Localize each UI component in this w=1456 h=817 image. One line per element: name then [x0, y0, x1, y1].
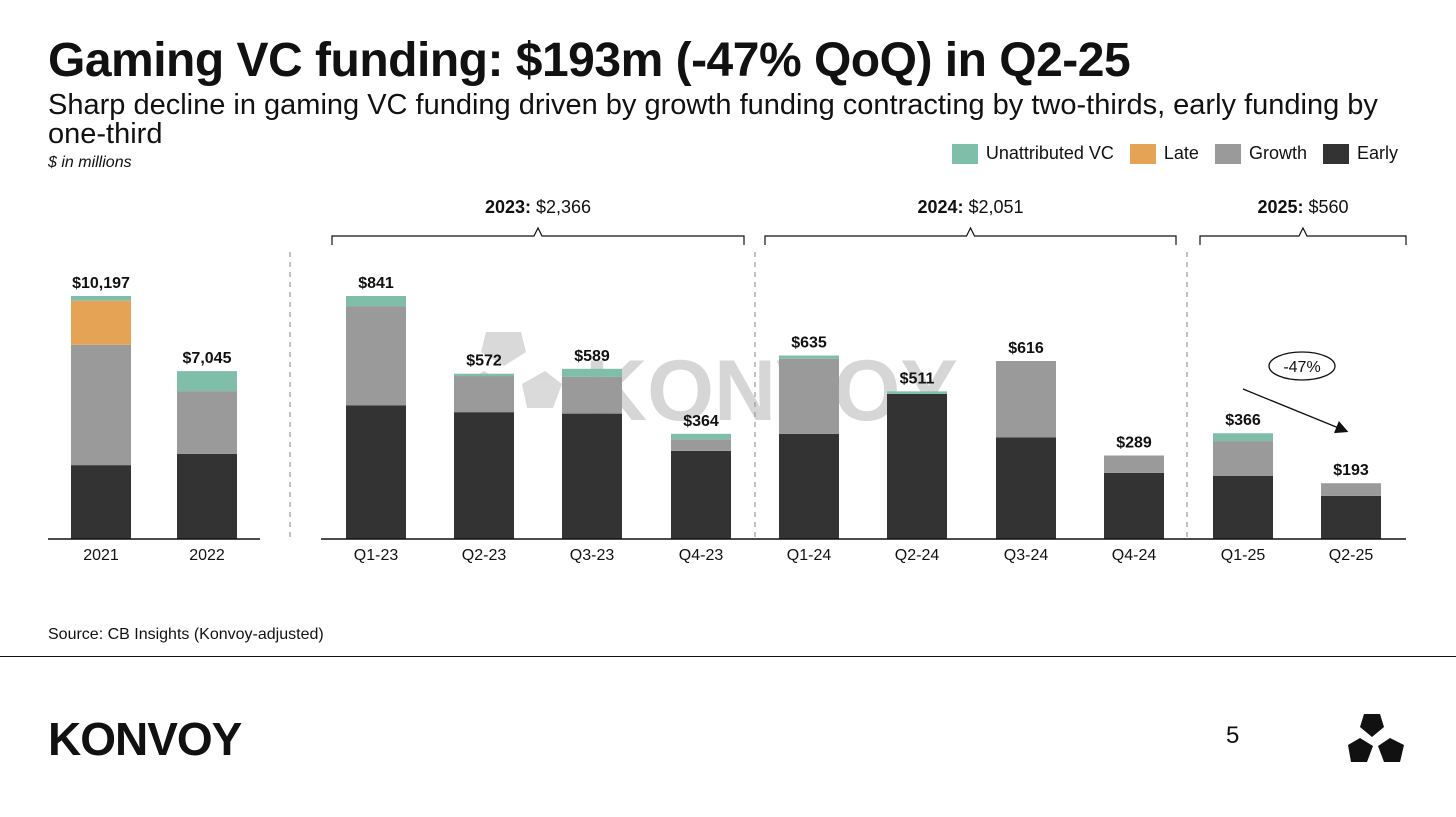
data-label-2021: $10,197 — [72, 275, 130, 292]
legend-item-early: Early — [1322, 143, 1398, 164]
bar-segment-late-2021 — [71, 300, 131, 345]
legend-swatch-growth — [1214, 143, 1241, 164]
bar-segment-early-q4-23 — [671, 450, 731, 539]
data-label-q2-23: $572 — [466, 353, 502, 370]
bar-segment-growth-q3-24 — [996, 361, 1056, 438]
footer-divider — [0, 656, 1456, 657]
legend-item-unattributed: Unattributed VC — [951, 143, 1114, 164]
legend-swatch-early — [1322, 143, 1349, 164]
bar-segment-unattributed-vc-q1-24 — [779, 355, 839, 359]
year-label-total: $2,051 — [968, 197, 1023, 217]
bar-segment-growth-q1-23 — [346, 306, 406, 406]
bar-segment-early-q1-23 — [346, 405, 406, 539]
legend-swatch-late — [1129, 143, 1156, 164]
bar-segment-unattributed-vc-q1-25 — [1213, 433, 1273, 442]
funding-chart: KONVOY $10,197 2021 $7,045 2022 $841 Q1-23 $57… — [48, 197, 1407, 564]
year-label-2024-: 2024: $2,051 — [917, 197, 1023, 217]
data-label-q2-24: $511 — [900, 370, 935, 387]
page-title: Gaming VC funding: $193m (-47% QoQ) in Q… — [48, 34, 1131, 87]
konvoy-logo-mark-icon — [1348, 714, 1404, 762]
units-note: $ in millions — [48, 154, 132, 171]
x-tick-q1-24: Q1-24 — [787, 547, 832, 564]
bar-segment-growth-q3-23 — [562, 376, 622, 414]
bar-segment-early-q2-24 — [887, 393, 947, 539]
data-label-q3-24: $616 — [1008, 340, 1044, 357]
x-tick-q3-23: Q3-23 — [570, 547, 615, 564]
year-label-total: $560 — [1309, 197, 1349, 217]
source-note: Source: CB Insights (Konvoy-adjusted) — [48, 626, 324, 643]
bar-segment-early-q3-24 — [996, 437, 1056, 539]
bar-segment-early-q1-25 — [1213, 476, 1273, 539]
bar-segment-growth-q1-25 — [1213, 441, 1273, 477]
legend-label-unattributed: Unattributed VC — [985, 143, 1114, 163]
year-bracket-2023- — [331, 226, 745, 245]
year-bracket-2025- — [1199, 226, 1407, 245]
x-tick-2022: 2022 — [189, 547, 225, 564]
chart-legend: Unattributed VC Late Growth Early — [951, 143, 1398, 164]
change-annotation-bubble — [1268, 351, 1336, 381]
x-tick-q4-23: Q4-23 — [679, 547, 724, 564]
bar-segment-early-q2-23 — [454, 412, 514, 539]
x-tick-q2-23: Q2-23 — [462, 547, 507, 564]
year-label-2023-: 2023: $2,366 — [485, 197, 591, 217]
legend-item-growth: Growth — [1214, 143, 1307, 164]
data-label-q1-24: $635 — [791, 335, 827, 352]
bar-segment-growth-q4-23 — [671, 439, 731, 451]
bar-segment-unattributed-vc-q3-23 — [562, 368, 622, 377]
bar-segment-early-2022 — [177, 453, 237, 539]
year-label-year: 2025: — [1257, 197, 1308, 217]
x-tick-2021: 2021 — [83, 547, 119, 564]
year-label-2025-: 2025: $560 — [1257, 197, 1348, 217]
x-tick-q1-25: Q1-25 — [1221, 547, 1266, 564]
data-label-2022: $7,045 — [183, 350, 232, 367]
bar-segment-unattributed-vc-q2-24 — [887, 391, 947, 394]
konvoy-logo: KONVOY — [48, 713, 242, 765]
legend-item-late: Late — [1129, 143, 1199, 164]
x-tick-q4-24: Q4-24 — [1112, 547, 1157, 564]
bar-segment-early-q3-23 — [562, 413, 622, 539]
data-label-q2-25: $193 — [1333, 462, 1369, 479]
change-annotation-label: -47% — [1283, 359, 1320, 376]
bar-segment-early-q2-25 — [1321, 495, 1381, 539]
legend-label-early: Early — [1356, 143, 1398, 163]
bar-segment-growth-2021 — [71, 344, 131, 466]
x-tick-q2-24: Q2-24 — [895, 547, 940, 564]
watermark: KONVOY — [463, 332, 958, 439]
legend-swatch-unattributed — [951, 143, 978, 164]
change-annotation-arrow — [1242, 388, 1349, 434]
data-label-q4-24: $289 — [1116, 434, 1152, 451]
bar-segment-growth-q2-25 — [1321, 483, 1381, 496]
legend-label-late: Late — [1163, 143, 1199, 163]
bar-segment-growth-q4-24 — [1104, 455, 1164, 473]
x-tick-q2-25: Q2-25 — [1329, 547, 1374, 564]
bar-segment-unattributed-vc-q1-23 — [346, 296, 406, 307]
year-bracket-2024- — [764, 226, 1177, 245]
legend-label-growth: Growth — [1248, 143, 1307, 163]
data-label-q4-23: $364 — [683, 413, 719, 430]
bar-segment-growth-q1-24 — [779, 358, 839, 434]
data-label-q1-23: $841 — [358, 275, 394, 292]
x-tick-q3-24: Q3-24 — [1004, 547, 1049, 564]
bar-segment-unattributed-vc-2021 — [71, 296, 131, 301]
bar-segment-growth-q2-23 — [454, 376, 514, 413]
bar-segment-early-2021 — [71, 465, 131, 539]
bar-segment-unattributed-vc-q2-23 — [454, 373, 514, 377]
bar-segment-unattributed-vc-q4-23 — [671, 433, 731, 440]
bar-segment-early-q1-24 — [779, 433, 839, 539]
bar-segment-early-q4-24 — [1104, 472, 1164, 539]
year-label-total: $2,366 — [536, 197, 591, 217]
page-number: 5 — [1226, 722, 1240, 749]
bar-segment-unattributed-vc-2022 — [177, 371, 237, 392]
year-label-year: 2023: — [485, 197, 536, 217]
data-label-q3-23: $589 — [574, 348, 610, 365]
page-subtitle: Sharp decline in gaming VC funding drive… — [48, 89, 1378, 150]
x-tick-q1-23: Q1-23 — [354, 547, 399, 564]
year-label-year: 2024: — [917, 197, 968, 217]
data-label-q1-25: $366 — [1225, 412, 1261, 429]
bar-segment-growth-2022 — [177, 391, 237, 454]
